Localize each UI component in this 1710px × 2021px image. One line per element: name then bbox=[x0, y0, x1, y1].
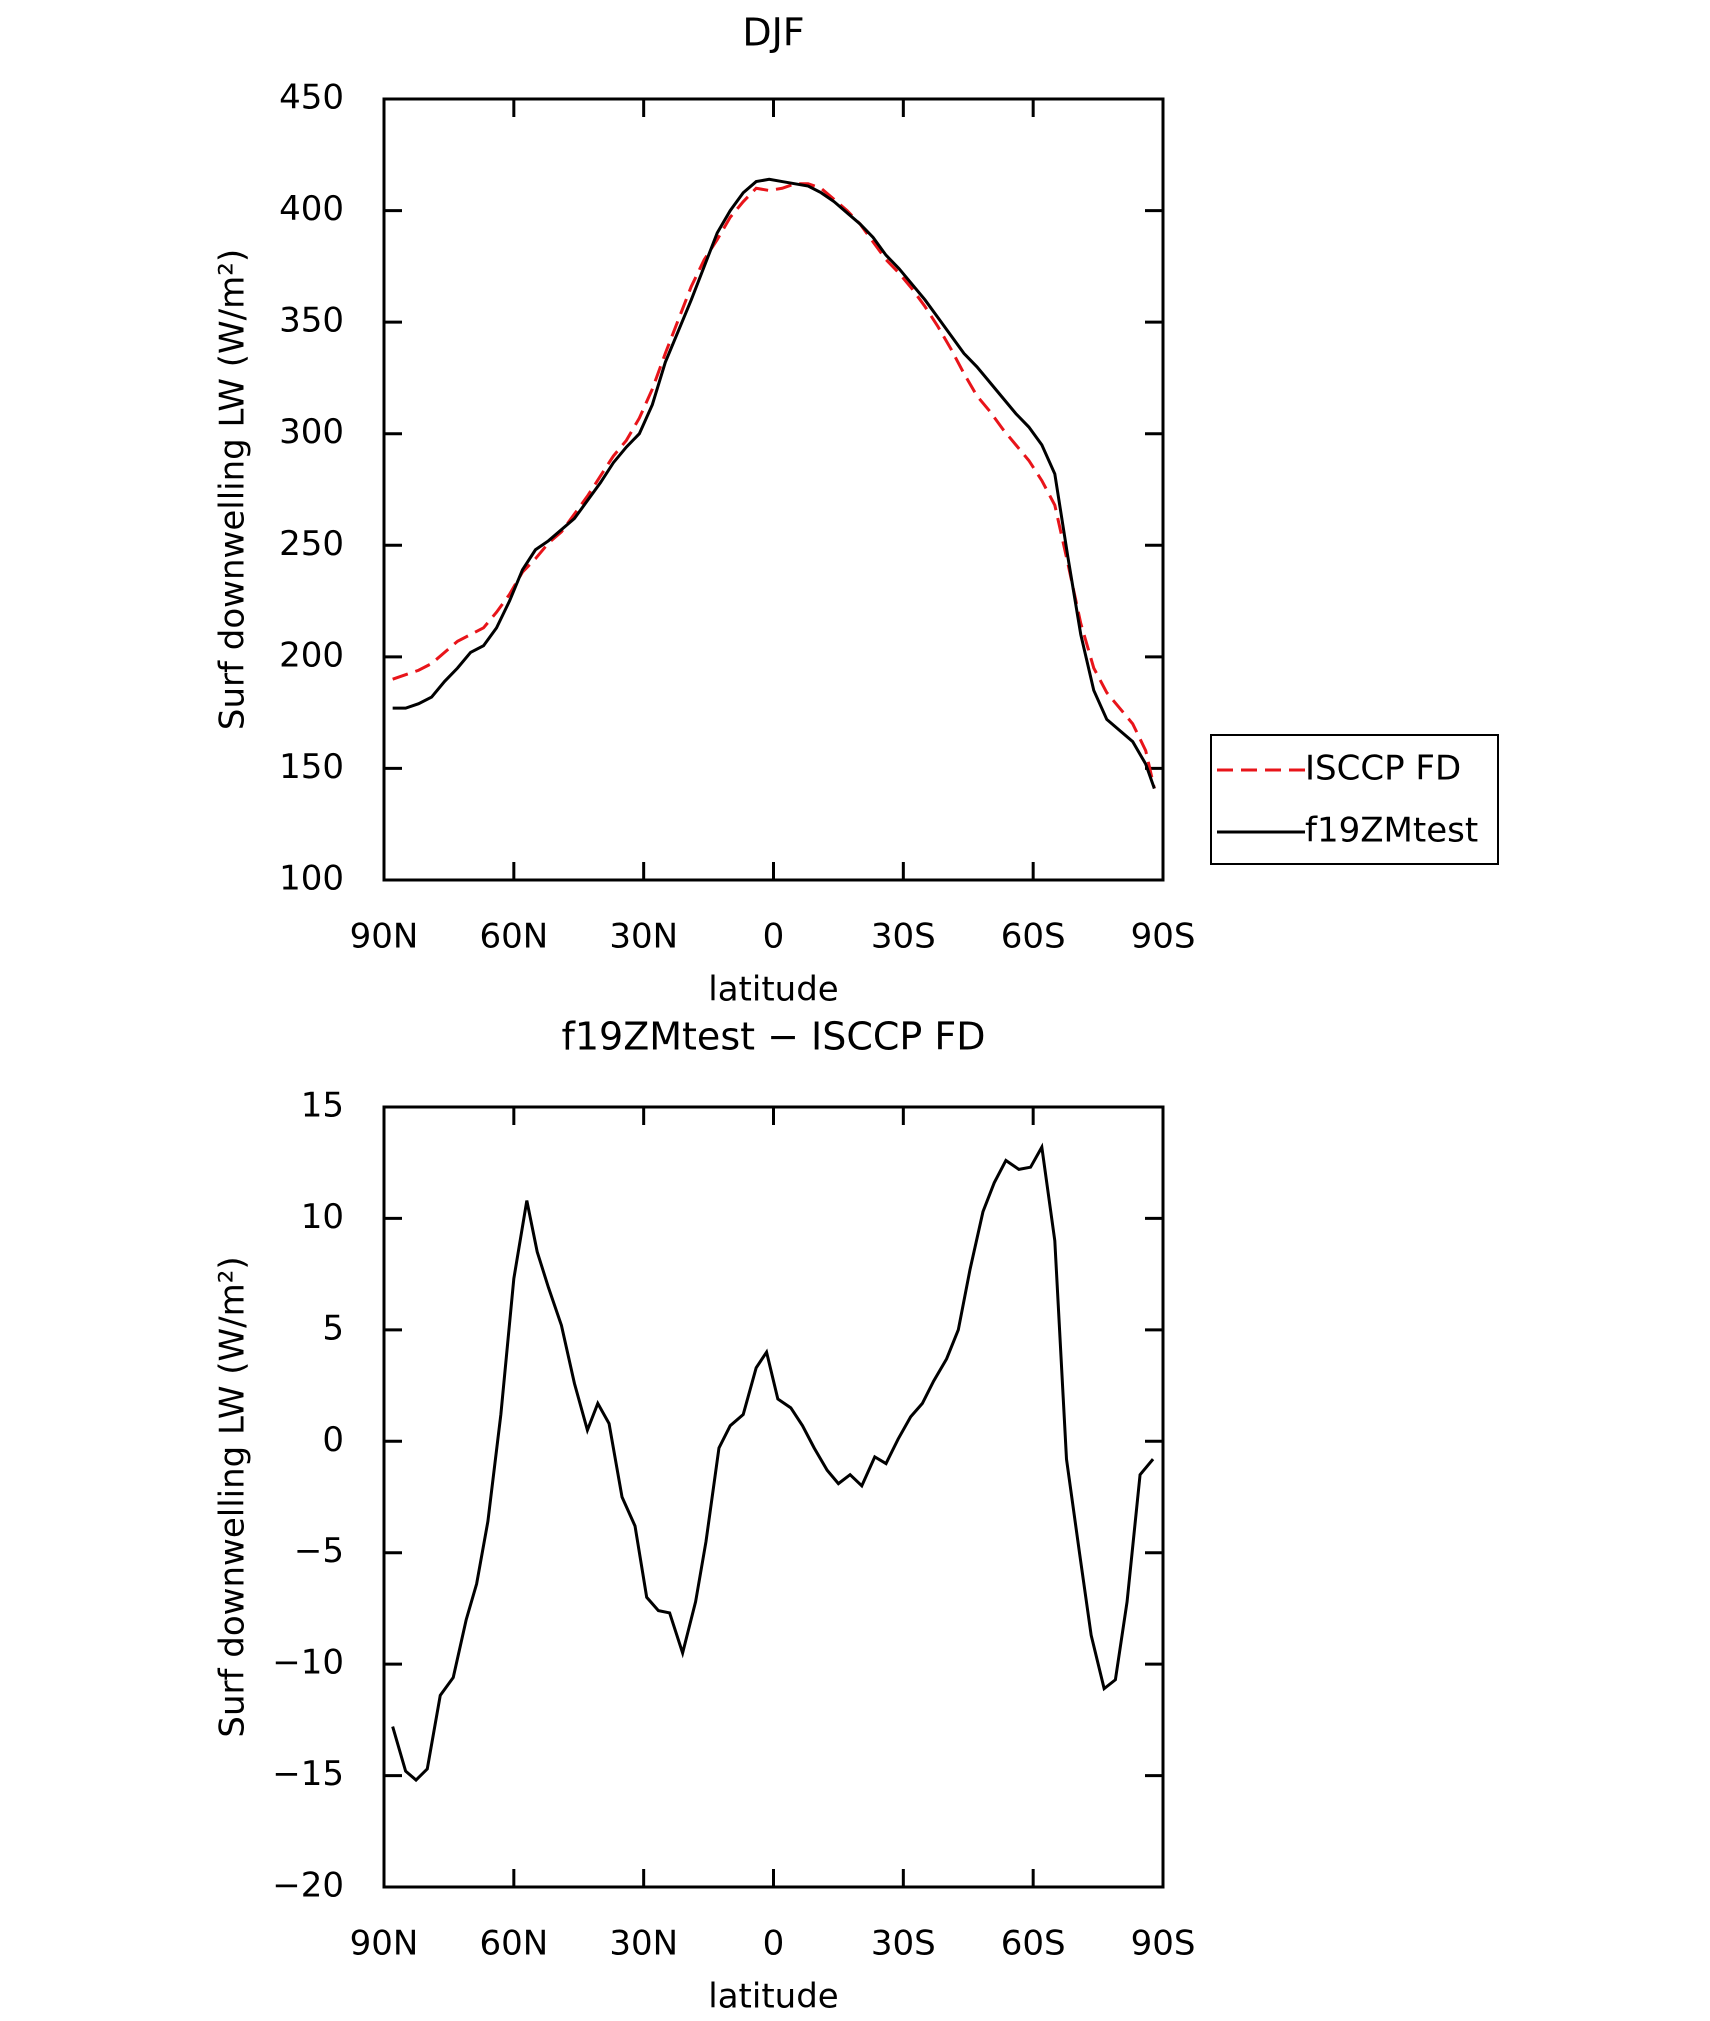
x-tick-label: 0 bbox=[763, 917, 785, 957]
y-tick-label: 200 bbox=[279, 635, 344, 675]
x-tick-label: 90N bbox=[350, 917, 419, 957]
plot-frame bbox=[382, 1105, 1165, 1889]
y-tick-label: 15 bbox=[301, 1086, 344, 1126]
y-tick-label: 400 bbox=[279, 189, 344, 229]
x-tick-label: 60N bbox=[479, 917, 548, 957]
y-axis-label: Surf downwelling LW (W/m²) bbox=[213, 249, 253, 730]
y-axis-label: Surf downwelling LW (W/m²) bbox=[213, 1256, 253, 1737]
y-tick-label: 250 bbox=[279, 524, 344, 564]
data-line bbox=[392, 182, 1156, 789]
y-tick-label: 450 bbox=[279, 78, 344, 118]
x-tick-label: 90S bbox=[1131, 917, 1196, 957]
y-tick-label: 5 bbox=[322, 1308, 344, 1348]
x-axis-label: latitude bbox=[708, 970, 838, 1010]
plot-frame bbox=[382, 97, 1165, 882]
y-tick-label: −10 bbox=[272, 1643, 344, 1683]
y-tick-label: 150 bbox=[279, 747, 344, 787]
y-tick-label: −5 bbox=[294, 1531, 344, 1571]
x-tick-label: 60S bbox=[1001, 917, 1066, 957]
x-tick-label: 30N bbox=[609, 1924, 678, 1964]
x-tick-label: 30S bbox=[871, 1924, 936, 1964]
x-tick-label: 60N bbox=[479, 1924, 548, 1964]
y-tick-label: 350 bbox=[279, 301, 344, 341]
y-tick-label: 300 bbox=[279, 412, 344, 452]
data-line bbox=[391, 1142, 1155, 1783]
x-tick-label: 0 bbox=[763, 1924, 785, 1964]
x-tick-label: 30N bbox=[609, 917, 678, 957]
x-tick-label: 30S bbox=[871, 917, 936, 957]
x-axis-label: latitude bbox=[708, 1977, 838, 2017]
x-tick-label: 90S bbox=[1131, 1924, 1196, 1964]
y-tick-label: −20 bbox=[272, 1866, 344, 1906]
y-tick-label: 10 bbox=[301, 1197, 344, 1237]
x-tick-label: 90N bbox=[350, 1924, 419, 1964]
legend-box bbox=[1210, 734, 1499, 865]
y-tick-label: 0 bbox=[322, 1420, 344, 1460]
chart-title: f19ZMtest − ISCCP FD bbox=[561, 1015, 985, 1059]
legend-label: f19ZMtest bbox=[1305, 811, 1478, 851]
x-tick-label: 60S bbox=[1001, 1924, 1066, 1964]
y-tick-label: 100 bbox=[279, 859, 344, 899]
y-tick-label: −15 bbox=[272, 1754, 344, 1794]
data-line bbox=[392, 177, 1156, 790]
chart-title: DJF bbox=[742, 11, 804, 55]
legend-label: ISCCP FD bbox=[1305, 749, 1461, 789]
